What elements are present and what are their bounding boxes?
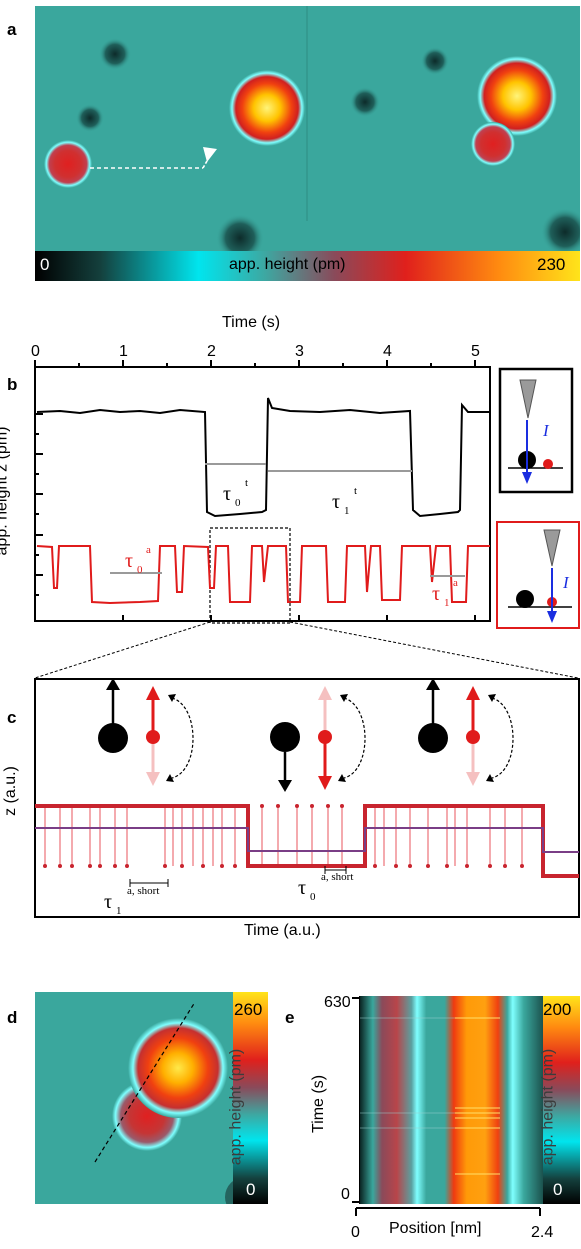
tau1-short-sub: 1 (116, 905, 122, 917)
colorbar-e-label: app. height (pm) (539, 1048, 557, 1166)
spin-group-2 (270, 686, 366, 792)
tau0-short-symbol: τ (298, 877, 306, 899)
current-label-1: I (542, 421, 550, 440)
colorbar-d-max: 260 (234, 1000, 263, 1019)
panel-b-xtick-0: 0 (31, 343, 40, 360)
tau0-short-sub: 0 (310, 891, 316, 903)
tau0t-sub: 0 (235, 497, 241, 509)
panel-a-colorbar (35, 251, 580, 281)
panel-c-plot: τ 1 a, short τ 0 a, short (34, 678, 580, 918)
colorbar-e (543, 996, 580, 1204)
tau0-short-sup: a, short (321, 871, 353, 883)
panel-b-xtick-3: 3 (295, 343, 304, 360)
colorbar-a-max: 230 (537, 255, 566, 274)
panel-e-xaxis (355, 1207, 541, 1216)
spin-group-3 (418, 678, 514, 786)
tau1-short-sup: a, short (127, 885, 159, 897)
kymograph-e (360, 996, 544, 1204)
panel-e-xaxis-label: Position [nm] (389, 1220, 482, 1237)
spin-group-1 (98, 678, 194, 786)
colorbar-d-min: 0 (246, 1180, 256, 1199)
panel-b-plot: τ 0 t τ 1 t τ 0 a τ 1 a I I (34, 360, 580, 629)
tau1t-sup: t (354, 485, 357, 497)
current-label-2: I (562, 573, 570, 592)
colorbar-e-min: 0 (553, 1180, 563, 1199)
inset-tip-on-atom: I (498, 367, 574, 494)
panel-e-ymax: 630 (324, 994, 351, 1011)
colorbar-e-max: 200 (543, 1000, 572, 1019)
panel-b-xtick-1: 1 (119, 343, 128, 360)
inset-tip-on-red-atom: I (496, 521, 580, 629)
tau0a-sub: 0 (137, 564, 143, 576)
panel-e-xmin: 0 (351, 1224, 360, 1241)
panel-c-xaxis-label: Time (a.u.) (244, 922, 321, 939)
tau1t-symbol: τ (332, 491, 340, 513)
panel-e-xmax: 2.4 (531, 1224, 554, 1241)
panel-e-label: e (285, 1008, 295, 1027)
tau1-short-symbol: τ (104, 891, 112, 913)
tau1a-sup: a (453, 577, 458, 589)
stm-image-pair (35, 6, 580, 251)
tau1t-sub: 1 (344, 505, 350, 517)
panel-a-label: a (7, 20, 17, 39)
tau0a-sup: a (146, 544, 151, 556)
tau1a-sub: 1 (444, 597, 450, 609)
panel-b-xtick-5: 5 (471, 343, 480, 360)
colorbar-d-label: app. height (pm) (227, 1048, 245, 1166)
colorbar-d (233, 992, 268, 1204)
tau0t-sup: t (245, 477, 248, 489)
panel-b-xaxis-label: Time (s) (222, 314, 281, 331)
colorbar-a-label: app. height (pm) (229, 256, 346, 273)
panel-b-label: b (7, 375, 18, 394)
panel-b-xtick-4: 4 (383, 343, 392, 360)
panel-d-label: d (7, 1008, 18, 1027)
panel-e-ymin: 0 (341, 1186, 350, 1203)
panel-c-label: c (7, 708, 17, 727)
panel-e-yaxis-label: Time (s) (310, 1074, 328, 1134)
panel-b-xtick-2: 2 (207, 343, 216, 360)
colorbar-a-min: 0 (40, 255, 50, 274)
tau0t-symbol: τ (223, 483, 231, 505)
tau1a-symbol: τ (432, 583, 440, 605)
zoom-connector (34, 621, 579, 679)
tau0a-symbol: τ (125, 550, 133, 572)
